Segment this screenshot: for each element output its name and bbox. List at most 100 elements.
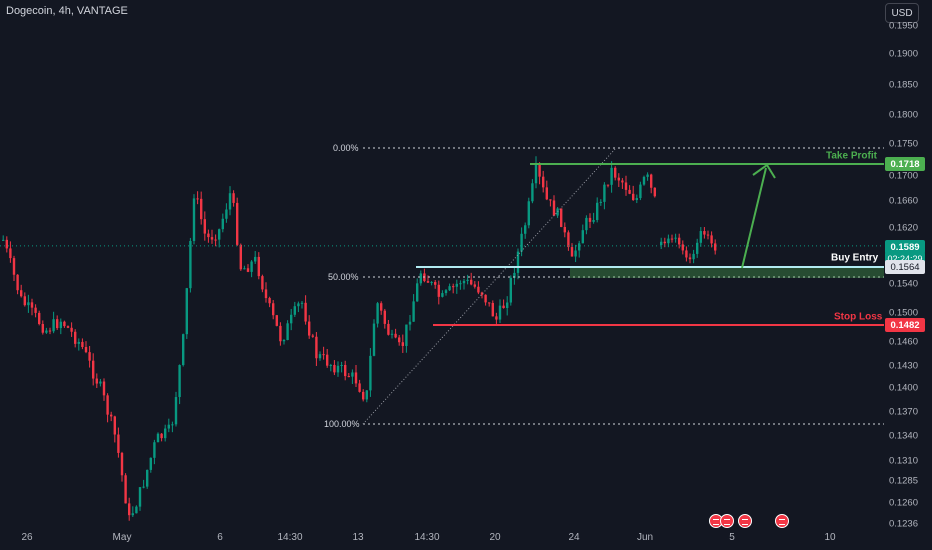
candle [670,238,674,240]
candle [699,231,702,243]
candle [239,244,242,270]
candle [153,442,156,458]
candle [660,241,663,245]
candle [663,241,666,244]
price-axis-label: 0.1340 [888,430,918,442]
candle [710,235,713,244]
candle [369,355,372,391]
symbol-title[interactable]: Dogecoin, 4h, VANTAGE [6,5,128,17]
fib-label-50: 50.00% [328,272,359,282]
arrow-head [752,163,776,179]
candle [318,354,322,359]
candle [311,335,314,337]
candle [297,303,300,307]
candle [131,513,134,516]
candle [74,331,77,344]
candle [174,397,178,425]
candle [354,372,358,384]
candle [20,290,23,297]
candle [621,180,624,183]
candle [164,428,167,439]
price-axis-label: 0.1260 [888,497,918,509]
candle [12,258,16,275]
candle [120,452,124,476]
price-axis-label: 0.1540 [888,278,918,290]
candle [531,183,534,202]
candle [70,327,73,332]
flag-icon[interactable] [720,514,734,528]
price-axis-label: 0.1900 [888,48,918,60]
candle [347,376,350,378]
candle [138,487,142,507]
candle [534,164,538,184]
candle [225,209,228,219]
candle [340,365,343,367]
fib-label-100: 100.00% [324,419,360,429]
candle [300,302,304,304]
candle [574,250,577,257]
candle [254,256,257,262]
price-axis-label: 0.1400 [888,382,918,394]
candle [322,354,325,356]
candle [498,305,502,320]
candle [380,303,383,311]
candle [117,434,120,453]
candle [653,187,656,197]
candle [714,243,717,251]
price-axis-label: 0.1750 [888,138,918,150]
candle [282,340,286,342]
candle [2,239,5,241]
candle [88,352,91,361]
candle [351,372,354,377]
candle [372,323,376,356]
candle [142,486,145,488]
candle [408,321,412,325]
candle [692,253,695,260]
flag-icon[interactable] [738,514,752,528]
candle [214,239,217,241]
candle [41,324,44,333]
candle [38,312,41,325]
candle [63,321,66,327]
candle [462,280,466,284]
candle [603,184,606,202]
price-axis-label: 0.1660 [888,195,918,207]
time-axis-label: 13 [352,532,364,543]
current-price-tag: 0.1589 [885,240,925,254]
candle [696,242,699,254]
candle [581,230,584,244]
candle [542,176,545,188]
candle [77,341,80,344]
candle [185,288,188,335]
candle [286,323,289,341]
candle [207,233,210,238]
candle [113,416,116,435]
fib-label-0: 0.00% [333,143,359,153]
price-axis-label: 0.1850 [888,79,918,91]
time-axis-label: 14:30 [277,532,303,543]
time-axis-label: 24 [568,532,580,543]
candle [617,177,620,181]
candle [416,283,419,302]
candle [189,240,192,289]
candle [146,469,149,487]
candle [52,319,55,332]
candle [599,201,602,203]
flag-icon[interactable] [775,514,789,528]
candle [520,233,523,252]
candle [264,289,268,299]
candle [570,247,574,257]
candle [365,390,368,400]
candle [646,174,649,177]
currency-button[interactable]: USD [885,3,919,23]
candle [674,237,677,239]
candle [430,282,433,284]
candle [495,316,498,320]
candle [16,274,19,291]
candle [48,330,52,332]
price-axis-label: 0.1460 [888,336,918,348]
price-axis-label: 0.1800 [888,109,918,121]
candle [685,250,688,258]
candle [452,286,455,288]
